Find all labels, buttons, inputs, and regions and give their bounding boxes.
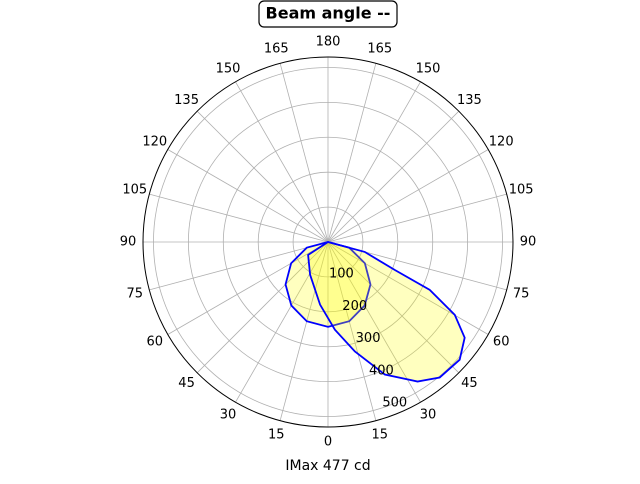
grid-spoke xyxy=(149,193,329,243)
theta-tick-label: 75 xyxy=(127,286,144,301)
grid-spoke xyxy=(327,149,489,243)
theta-tick-label: 60 xyxy=(493,335,510,350)
r-tick-label: 200 xyxy=(342,299,367,314)
r-tick-label: 300 xyxy=(356,331,381,346)
grid-spoke xyxy=(327,241,421,403)
theta-tick-label: 0 xyxy=(324,435,332,450)
theta-tick-label: 135 xyxy=(174,93,199,108)
theta-tick-label: 15 xyxy=(371,428,388,443)
grid-spoke xyxy=(327,193,507,243)
theta-tick-label: 90 xyxy=(520,235,537,250)
chart-title: Beam angle -- xyxy=(266,4,391,23)
grid-spoke xyxy=(327,63,377,243)
theta-tick-label: 165 xyxy=(367,41,392,56)
r-tick-label: 400 xyxy=(369,363,394,378)
series-line xyxy=(307,241,466,383)
theta-tick-label: 60 xyxy=(147,335,164,350)
grid-spoke xyxy=(279,63,329,243)
theta-tick-label: 15 xyxy=(268,428,285,443)
grid-spoke xyxy=(196,110,329,243)
theta-tick-label: 120 xyxy=(142,135,167,150)
theta-tick-label: 120 xyxy=(489,135,514,150)
theta-tick-label: 105 xyxy=(509,183,534,198)
series-line xyxy=(284,241,372,328)
theta-tick-label: 30 xyxy=(420,408,437,423)
grid-circle xyxy=(187,101,469,383)
theta-tick-label: 45 xyxy=(461,376,478,391)
grid-spoke xyxy=(327,110,460,243)
grid-spoke xyxy=(235,81,329,243)
grid-spoke xyxy=(167,241,329,335)
theta-tick-label: 45 xyxy=(178,376,195,391)
theta-tick-label: 30 xyxy=(220,408,237,423)
theta-tick-label: 165 xyxy=(264,41,289,56)
theta-tick-label: 75 xyxy=(513,286,530,301)
grid-spoke xyxy=(327,81,421,243)
grid-spoke xyxy=(327,241,489,335)
grid-circle xyxy=(153,67,503,417)
r-tick-label: 100 xyxy=(329,267,354,282)
theta-tick-label: 90 xyxy=(120,235,137,250)
title-box xyxy=(258,0,398,28)
grid-spoke xyxy=(196,241,329,374)
grid-spoke xyxy=(235,241,329,403)
theta-tick-label: 150 xyxy=(216,61,241,76)
grid-spoke xyxy=(327,241,460,374)
grid-circle xyxy=(222,136,434,348)
grid-spoke xyxy=(149,241,329,291)
theta-tick-label: 105 xyxy=(122,183,147,198)
grid-spoke xyxy=(167,149,329,243)
theta-tick-label: 180 xyxy=(316,35,341,50)
grid-circle xyxy=(292,206,364,278)
x-axis-label: IMax 477 cd xyxy=(285,458,370,474)
r-tick-label: 500 xyxy=(382,396,407,411)
grid-circle xyxy=(257,171,399,313)
grid-spoke xyxy=(327,241,377,421)
grid-spoke xyxy=(279,241,329,421)
theta-tick-label: 150 xyxy=(416,61,441,76)
polar-frame xyxy=(142,56,514,428)
theta-tick-label: 135 xyxy=(457,93,482,108)
